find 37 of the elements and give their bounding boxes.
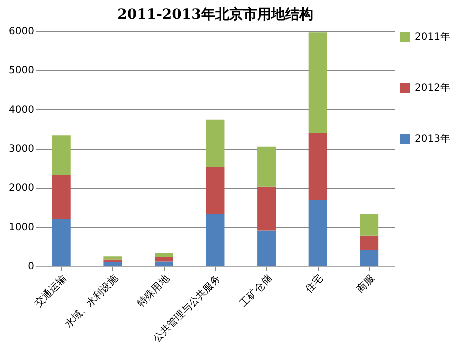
y-tick-label: 6000 — [9, 26, 34, 38]
bar — [308, 133, 328, 200]
bar — [206, 120, 225, 168]
bar — [258, 186, 276, 231]
x-tick-label: 商服 — [354, 272, 378, 296]
bar — [360, 250, 379, 266]
bar — [154, 257, 174, 262]
bar — [360, 214, 379, 236]
y-tick-label: 3000 — [9, 144, 34, 155]
bar — [52, 136, 71, 176]
x-tick-label: 住宅 — [303, 272, 326, 296]
bar — [52, 175, 71, 219]
bar — [360, 236, 379, 250]
y-tick-label: 2000 — [9, 183, 34, 194]
bar — [104, 256, 122, 260]
y-tick-label: 0 — [28, 262, 34, 272]
bar — [154, 253, 174, 258]
bar — [104, 262, 122, 266]
x-tick-label: 交通运输 — [32, 272, 70, 310]
legend-label: 2011年 — [415, 31, 450, 43]
legend-label: 2012年 — [415, 82, 450, 94]
legend-label: 2013年 — [415, 133, 450, 145]
bar — [308, 200, 328, 266]
bar — [52, 219, 71, 266]
x-tick-label: 特殊用地 — [135, 272, 172, 310]
y-tick-label: 1000 — [9, 222, 34, 234]
x-tick-label: 工矿仓储 — [238, 272, 275, 310]
chart-title: 2011-2013年北京市用地结构 — [118, 6, 314, 23]
bar — [206, 167, 225, 214]
bar — [154, 262, 174, 266]
bar — [206, 214, 225, 266]
bar — [104, 260, 122, 262]
bar — [258, 146, 276, 187]
bar — [258, 230, 276, 266]
y-tick-label: 5000 — [9, 66, 34, 77]
bar — [308, 32, 328, 134]
y-tick-label: 4000 — [9, 104, 34, 116]
